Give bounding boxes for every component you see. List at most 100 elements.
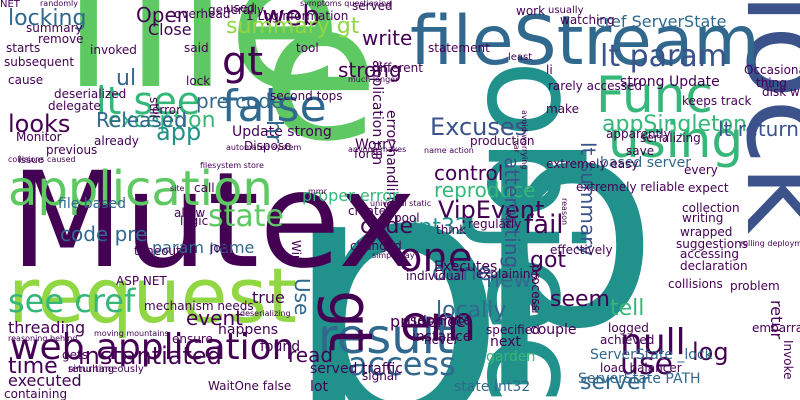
word-time: time [8, 354, 58, 379]
word-cause: cause [8, 73, 44, 87]
word-monitor: Monitor [16, 130, 62, 144]
word-fail: fail [524, 210, 564, 240]
word-explaining: explaining [476, 267, 539, 281]
word-signal: signal [362, 369, 398, 383]
word-got: got [530, 248, 567, 273]
word-instance: instance [412, 329, 472, 345]
word-pool: pool [394, 211, 420, 225]
word-gets: gets [62, 348, 88, 362]
word-use: use [620, 347, 674, 382]
word-var: var [512, 140, 521, 153]
word-param-name: param name [152, 238, 255, 257]
word-randomly: randomly [40, 0, 78, 8]
word-suggestions: suggestions [676, 237, 748, 251]
word-automated-system: automated system [226, 143, 302, 152]
word-lt-param: lt param [600, 39, 728, 74]
word-least: least [508, 52, 533, 63]
word-code: code [360, 214, 414, 239]
word-close: Close [148, 20, 192, 39]
word-couple: couple [530, 322, 577, 338]
word-lt-returns: lt returns [718, 117, 800, 141]
word-waitone-false: WaitOne false [208, 379, 292, 393]
word-never: never [424, 333, 459, 347]
word-looks: looks [8, 110, 71, 138]
word-summary: summary [26, 21, 83, 35]
word-control: control [434, 161, 504, 185]
word-statement: statement [428, 41, 490, 55]
word-served: served [352, 0, 393, 13]
word-achieved: achieved [600, 333, 655, 347]
word-state: state [208, 199, 284, 234]
word-one: one [398, 235, 473, 281]
word-summary-gt: summary gt [226, 14, 360, 39]
word-problem: problem [730, 279, 780, 293]
word-executes: Executes [434, 259, 498, 275]
word-disk-whenever: disk whenever [762, 85, 800, 99]
word-think: think [436, 223, 467, 237]
word-specified: specified [486, 323, 540, 337]
word-see-cref: see cref [8, 282, 136, 320]
word-state-int32: state Int32 [454, 379, 531, 395]
word-work: work [516, 4, 546, 18]
word-collisions: collisions [668, 277, 723, 291]
word-note: note [504, 210, 513, 229]
word-strong: strong [338, 58, 402, 82]
word-dispose: Dispose [244, 139, 292, 153]
word-effectively: effectively [550, 243, 613, 257]
word-invoke: Invoke [781, 340, 795, 380]
word-application: application [8, 161, 273, 217]
word-instantiated: instantiated [78, 342, 222, 370]
word-e: e [262, 0, 379, 183]
word-said: said [184, 41, 209, 55]
word-locking: locking [8, 6, 87, 31]
word-open: Open [136, 3, 190, 27]
word-previous: previous [46, 143, 98, 157]
word-win: Win [289, 240, 303, 263]
word-site: site [170, 184, 185, 193]
word-next: next [490, 334, 522, 350]
word-different: different [372, 61, 423, 75]
word-regularly: regularly [468, 217, 522, 231]
word-changed: changed [350, 239, 402, 253]
word-wrapped: wrapped [680, 225, 733, 239]
word-moving-mountains: moving mountains [94, 329, 169, 338]
word-done: done [432, 258, 492, 286]
word-embarrassing: embarrassing [752, 321, 800, 335]
word-strong-update: strong Update [620, 74, 720, 90]
word-tool: tool [296, 41, 319, 55]
word-starts: starts [6, 41, 41, 55]
word-lock: lock [186, 74, 211, 88]
word-collection: collection [682, 201, 740, 215]
word-allow: allow [174, 206, 206, 220]
word-anyone-makes: anyone makes [348, 145, 407, 154]
word-pre-code: pre code [196, 89, 284, 113]
word-prudence: prudence [390, 312, 466, 331]
word-code-pre: code pre [60, 222, 148, 246]
word-proper-error: proper error [302, 186, 399, 205]
word-extremely-reliable: extremely reliable [576, 180, 685, 194]
word-watching: watching [560, 13, 615, 27]
word-result: result [318, 309, 454, 365]
word-em: em [400, 296, 477, 352]
word-mutex: Mutex [10, 144, 417, 298]
word-created: created [348, 204, 394, 218]
word-still: still [147, 97, 161, 118]
word-rarely-accessed: rarely accessed [548, 79, 643, 93]
word-much-longer: much longer [348, 75, 399, 84]
word-filesystem-store: filesystem store [200, 161, 264, 170]
word-individual: individual [406, 269, 465, 283]
word-app: app [156, 118, 202, 146]
word-li: li [546, 63, 553, 77]
word-rolling-deployments: rolling deployments [740, 239, 800, 248]
word-logged: logged [608, 321, 649, 335]
word-vipevent: VipEvent [438, 196, 545, 224]
word-update-strong: Update strong [232, 124, 332, 140]
word-simultaneously: simultaneously [68, 364, 144, 375]
word-use: Use [290, 278, 314, 316]
word-int32: Int32 [412, 215, 470, 240]
word-file: file [60, 0, 342, 130]
word-load: load [530, 296, 539, 314]
word-serverstate-lock: ServerState _lock [590, 347, 713, 363]
word-production: production [470, 134, 535, 148]
word-simply-say: simply say [372, 251, 415, 260]
